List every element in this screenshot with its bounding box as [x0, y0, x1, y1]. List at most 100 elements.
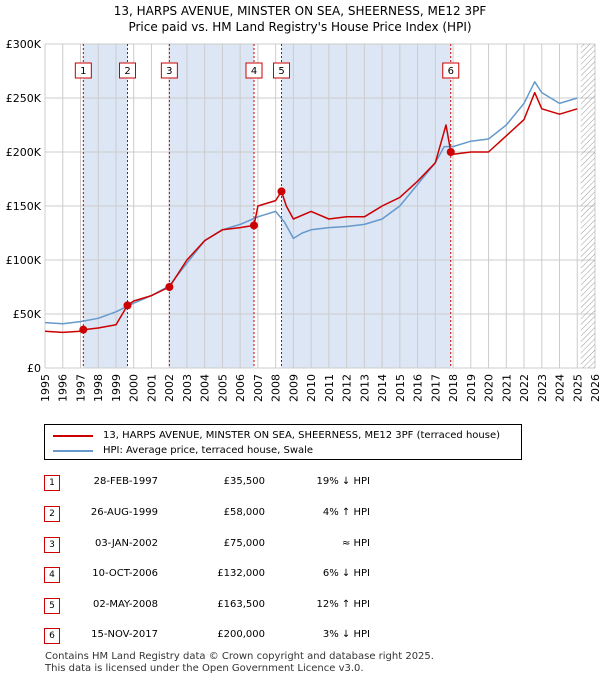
x-tick-label: 2010 — [305, 374, 318, 402]
transaction-hpi-comparison: 12% ↑ HPI — [316, 599, 370, 610]
transaction-marker-box — [74, 62, 92, 79]
x-axis-ticks: 1995 1996 1997 1998 1999 2000 2001 2002 2003 2004… — [39, 374, 600, 402]
x-tick-label: 2023 — [536, 374, 549, 402]
transaction-marker-label: 1 — [80, 66, 86, 77]
x-tick-label: 2002 — [163, 374, 176, 402]
transaction-number-badge: 4 — [44, 567, 60, 583]
x-tick-label: 2008 — [270, 374, 283, 402]
table-row: 2 26-AUG-1999 £58,000 4% ↑ HPI — [0, 502, 600, 526]
transaction-marker-label: 5 — [278, 66, 284, 77]
transaction-price: £200,000 — [217, 629, 265, 640]
legend-label-hpi: HPI: Average price, terraced house, Swal… — [103, 445, 314, 456]
x-tick-label: 2020 — [483, 374, 496, 402]
transaction-date: 28-FEB-1997 — [93, 476, 158, 487]
transaction-price: £75,000 — [223, 538, 265, 549]
transaction-point — [79, 325, 88, 334]
transaction-price: £163,500 — [217, 599, 265, 610]
transaction-date: 15-NOV-2017 — [91, 629, 158, 640]
x-tick-label: 2022 — [518, 374, 531, 402]
x-tick-label: 2021 — [500, 374, 513, 402]
y-axis-ticks: £0 £50K £100K £150K £200K £250K £300K — [6, 38, 42, 375]
transaction-hpi-comparison: 19% ↓ HPI — [316, 476, 370, 487]
x-tick-label: 2004 — [199, 374, 212, 402]
y-tick-label: £100K — [6, 254, 42, 267]
transaction-marker-box — [119, 62, 136, 79]
transaction-hpi-comparison: ≈ HPI — [341, 538, 370, 549]
transaction-point — [446, 148, 455, 156]
x-tick-label: 1998 — [92, 374, 105, 402]
transaction-point — [277, 187, 286, 196]
transaction-number-badge: 3 — [44, 537, 60, 553]
x-tick-label: 2025 — [571, 374, 584, 402]
x-tick-label: 2017 — [429, 374, 442, 402]
forecast-hatch-area — [580, 44, 595, 368]
x-tick-label: 2016 — [412, 374, 425, 402]
y-tick-label: £300K — [6, 38, 42, 51]
y-tick-label: £200K — [6, 146, 42, 159]
transaction-marker-box — [273, 62, 290, 79]
transaction-points — [79, 148, 455, 334]
transaction-price: £35,500 — [223, 476, 265, 487]
x-tick-label: 2005 — [216, 374, 229, 402]
transaction-price: £58,000 — [223, 507, 265, 518]
table-row: 1 28-FEB-1997 £35,500 19% ↓ HPI — [0, 471, 600, 495]
y-tick-label: £0 — [27, 362, 41, 375]
copyright-notice: Contains HM Land Registry data © Crown c… — [45, 651, 434, 662]
transaction-marker-box — [245, 62, 263, 79]
price-chart: 1 2 3 4 5 6 £0 £50K £100K £150K £200K £250K £300K 1… — [6, 38, 600, 402]
table-row: 4 10-OCT-2006 £132,000 6% ↓ HPI — [0, 563, 600, 587]
legend-swatch-hpi — [53, 450, 93, 452]
x-tick-label: 2006 — [234, 374, 247, 402]
x-tick-label: 2018 — [447, 374, 460, 402]
transaction-marker-label: 4 — [251, 66, 257, 77]
transaction-lines — [82, 44, 452, 368]
transaction-hpi-comparison: 6% ↓ HPI — [322, 568, 370, 579]
transaction-number-badge: 1 — [44, 475, 60, 491]
y-tick-label: £250K — [6, 92, 42, 105]
x-tick-label: 2007 — [252, 374, 265, 402]
y-tick-label: £50K — [13, 308, 42, 321]
x-tick-label: 2011 — [323, 374, 336, 402]
x-tick-label: 2014 — [376, 374, 389, 402]
transaction-number-badge: 6 — [44, 628, 60, 644]
table-row: 3 03-JAN-2002 £75,000 ≈ HPI — [0, 533, 600, 557]
transaction-date: 03-JAN-2002 — [94, 538, 158, 549]
transaction-number-badge: 5 — [44, 598, 60, 614]
x-tick-label: 2015 — [394, 374, 407, 402]
transaction-date: 26-AUG-1999 — [90, 507, 158, 518]
transaction-date: 02-MAY-2008 — [92, 599, 158, 610]
transaction-date: 10-OCT-2006 — [92, 568, 158, 579]
legend-swatch-property — [53, 435, 93, 437]
transaction-point — [250, 221, 258, 230]
x-tick-label: 2013 — [358, 374, 371, 402]
legend: 13, HARPS AVENUE, MINSTER ON SEA, SHEERN… — [44, 424, 522, 460]
licence-notice: This data is licensed under the Open Gov… — [45, 663, 364, 674]
table-row: 5 02-MAY-2008 £163,500 12% ↑ HPI — [0, 594, 600, 618]
y-tick-label: £150K — [6, 200, 42, 213]
forecast-hatch — [580, 44, 595, 368]
chart-title: 13, HARPS AVENUE, MINSTER ON SEA, SHEERN… — [113, 4, 487, 18]
chart-subtitle: Price paid vs. HM Land Registry's House … — [128, 20, 472, 34]
transaction-hpi-comparison: 3% ↓ HPI — [322, 629, 370, 640]
x-tick-label: 1997 — [74, 374, 87, 402]
x-tick-label: 2003 — [181, 374, 194, 402]
transaction-marker-box — [442, 62, 460, 79]
x-tick-label: 2012 — [341, 374, 354, 402]
transaction-marker-label: 2 — [124, 66, 130, 77]
transaction-price: £132,000 — [217, 568, 265, 579]
legend-label-property: 13, HARPS AVENUE, MINSTER ON SEA, SHEERN… — [103, 430, 500, 441]
transaction-labels: 1 2 3 4 5 6 — [74, 62, 460, 79]
transaction-hpi-comparison: 4% ↑ HPI — [322, 507, 370, 518]
x-tick-label: 1996 — [57, 374, 70, 402]
transaction-marker-label: 3 — [166, 66, 172, 77]
transaction-number-badge: 2 — [44, 506, 60, 522]
table-row: 6 15-NOV-2017 £200,000 3% ↓ HPI — [0, 624, 600, 648]
x-tick-label: 2026 — [589, 374, 600, 402]
x-tick-label: 2024 — [554, 374, 567, 402]
x-tick-label: 2000 — [128, 374, 141, 402]
x-tick-label: 2009 — [287, 374, 300, 402]
x-tick-label: 1995 — [39, 374, 52, 402]
transaction-marker-box — [160, 62, 178, 79]
transaction-point — [123, 301, 132, 310]
transaction-point — [165, 283, 174, 291]
